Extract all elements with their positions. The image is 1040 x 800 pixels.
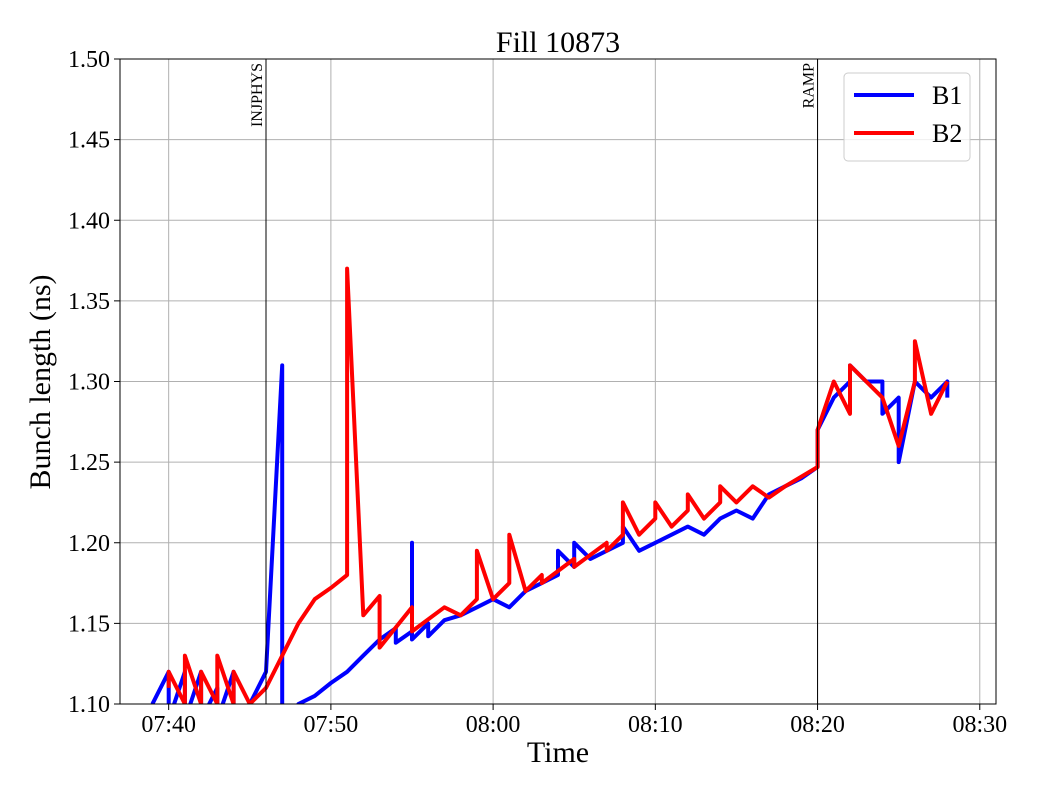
- event-label: INJPHYS: [249, 63, 266, 127]
- y-tick-label: 1.30: [68, 370, 110, 396]
- y-tick-label: 1.20: [68, 531, 110, 557]
- x-axis-label: Time: [527, 736, 589, 769]
- y-tick-label: 1.15: [68, 611, 110, 637]
- event-label: RAMP: [801, 63, 818, 108]
- chart-title: Fill 10873: [496, 26, 620, 59]
- x-tick-label: 08:00: [466, 712, 521, 738]
- labels: 1.10 1.15 1.20 1.25 1.30 1.35 1.40 1.45 1.50 07:4…: [68, 47, 1007, 738]
- x-tick-label: 07:50: [304, 712, 359, 738]
- legend-label: B2: [932, 119, 962, 148]
- x-tick-label: 08:20: [790, 712, 845, 738]
- x-tick-label: 08:30: [952, 712, 1007, 738]
- x-tick-label: 07:40: [141, 712, 196, 738]
- y-tick-label: 1.40: [68, 208, 110, 234]
- x-tick-label: 08:10: [628, 712, 683, 738]
- y-tick-label: 1.25: [68, 450, 110, 476]
- y-axis-label: Bunch length (ns): [24, 275, 57, 490]
- y-tick-label: 1.10: [68, 692, 110, 718]
- y-tick-label: 1.50: [68, 47, 110, 73]
- y-tick-label: 1.35: [68, 289, 110, 315]
- legend-label: B1: [932, 81, 962, 110]
- y-tick-label: 1.45: [68, 128, 110, 154]
